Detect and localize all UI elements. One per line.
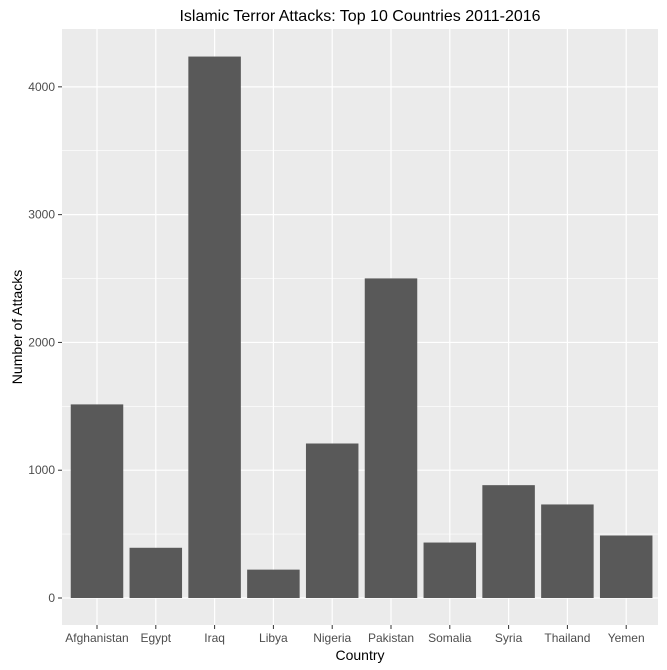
y-tick-labels: 0 1000 2000 3000 4000 <box>28 80 55 605</box>
x-tick-label: Thailand <box>544 631 590 645</box>
bar-pakistan <box>364 278 418 598</box>
y-tick-label: 0 <box>48 591 55 605</box>
x-tick-label: Pakistan <box>368 631 414 645</box>
bar-libya <box>247 569 300 598</box>
y-tick-label: 3000 <box>28 208 55 222</box>
chart-title: Islamic Terror Attacks: Top 10 Countries… <box>179 8 540 25</box>
y-tick-label: 2000 <box>28 335 55 349</box>
bar-egypt <box>129 547 183 598</box>
y-tick-label: 4000 <box>28 80 55 94</box>
x-tick-label: Yemen <box>608 631 645 645</box>
bar-afghanistan <box>70 404 124 598</box>
tick-marks <box>58 86 627 629</box>
bar-thailand <box>541 504 594 598</box>
x-tick-label: Afghanistan <box>65 631 128 645</box>
y-axis-title: Number of Attacks <box>9 270 25 384</box>
bar-yemen <box>599 535 653 598</box>
bar-iraq <box>188 56 241 598</box>
x-tick-label: Iraq <box>204 631 225 645</box>
x-tick-labels: Afghanistan Egypt Iraq Libya Nigeria Pakistan… <box>65 631 644 645</box>
x-tick-label: Syria <box>495 631 523 645</box>
x-tick-label: Libya <box>259 631 288 645</box>
bar-syria <box>482 485 535 598</box>
x-axis-title: Country <box>335 647 384 663</box>
x-tick-label: Somalia <box>428 631 472 645</box>
bars <box>70 56 653 598</box>
x-tick-label: Nigeria <box>313 631 351 645</box>
bar-somalia <box>423 542 477 598</box>
bar-nigeria <box>305 443 359 598</box>
x-tick-label: Egypt <box>140 631 171 645</box>
y-tick-label: 1000 <box>28 463 55 477</box>
